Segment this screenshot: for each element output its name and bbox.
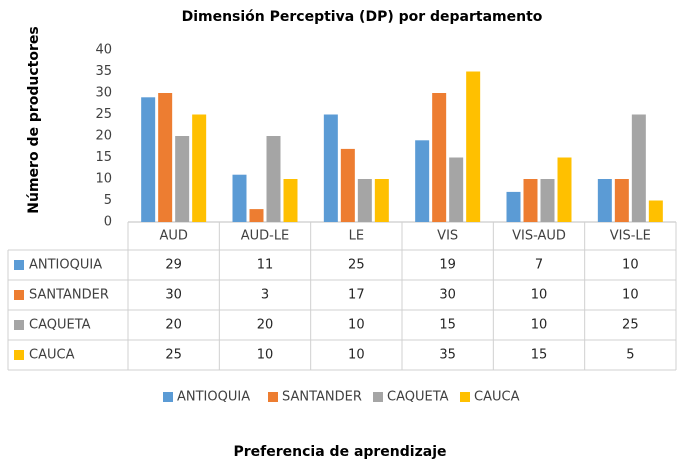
table-header: AUD <box>159 229 187 244</box>
bar <box>540 179 555 222</box>
table-legend-key <box>14 260 24 270</box>
bar <box>192 114 207 222</box>
table-row-label: ANTIOQUIA <box>29 258 102 273</box>
bar <box>597 179 612 222</box>
table-cell: 25 <box>165 348 182 363</box>
table-cell: 10 <box>348 348 365 363</box>
table-header: VIS-LE <box>610 229 651 244</box>
table-legend-key <box>14 290 24 300</box>
table-cell: 15 <box>531 348 548 363</box>
table-legend-key <box>14 320 24 330</box>
table-cell: 10 <box>348 318 365 333</box>
table-header: VIS <box>437 229 458 244</box>
bar <box>357 179 372 222</box>
bar <box>557 157 572 222</box>
bar <box>466 71 481 222</box>
bar <box>141 97 156 222</box>
table-header: AUD-LE <box>241 229 290 244</box>
table-cell: 11 <box>257 258 274 273</box>
table-header: VIS-AUD <box>512 229 566 244</box>
table-cell: 10 <box>531 288 548 303</box>
bar <box>283 179 298 222</box>
table-cell: 25 <box>622 318 639 333</box>
bar <box>158 93 173 222</box>
table-cell: 5 <box>626 348 634 363</box>
table-row-label: CAUCA <box>29 348 75 363</box>
bar <box>648 200 663 222</box>
bar <box>374 179 389 222</box>
bar <box>175 136 190 222</box>
legend-key <box>268 392 278 402</box>
y-tick-label: 30 <box>95 86 112 101</box>
table-cell: 20 <box>165 318 182 333</box>
chart-title: Dimensión Perceptiva (DP) por departamen… <box>182 9 543 25</box>
table-cell: 30 <box>439 288 456 303</box>
y-tick-label: 25 <box>95 107 112 122</box>
y-tick-label: 15 <box>95 150 112 165</box>
bar <box>323 114 338 222</box>
bar <box>449 157 464 222</box>
legend-key <box>373 392 383 402</box>
y-tick-label: 0 <box>104 215 112 230</box>
bar <box>415 140 430 222</box>
bar <box>340 148 355 222</box>
table-cell: 17 <box>348 288 365 303</box>
table-cell: 35 <box>439 348 456 363</box>
table-row-label: CAQUETA <box>29 318 91 333</box>
table-header: LE <box>349 229 364 244</box>
table-cell: 10 <box>622 288 639 303</box>
legend-label: CAUCA <box>474 390 520 405</box>
table-cell: 29 <box>165 258 182 273</box>
y-tick-label: 10 <box>95 172 112 187</box>
table-cell: 3 <box>261 288 269 303</box>
table-cell: 15 <box>439 318 456 333</box>
y-axis-title: Número de productores <box>26 26 42 213</box>
legend-label: CAQUETA <box>387 390 449 405</box>
legend-label: SANTANDER <box>282 390 362 405</box>
legend-label: ANTIOQUIA <box>177 390 250 405</box>
table-row-label: SANTANDER <box>29 288 109 303</box>
y-tick-label: 35 <box>95 64 112 79</box>
bar <box>506 191 521 222</box>
y-tick-label: 40 <box>95 43 112 58</box>
legend-key <box>460 392 470 402</box>
bar <box>232 174 247 222</box>
bar <box>432 93 447 222</box>
legend-key <box>163 392 173 402</box>
bar <box>614 179 629 222</box>
table-cell: 10 <box>257 348 274 363</box>
bar <box>631 114 646 222</box>
table-cell: 30 <box>165 288 182 303</box>
y-tick-label: 5 <box>104 193 112 208</box>
y-tick-label: 20 <box>95 129 112 144</box>
table-legend-key <box>14 350 24 360</box>
bar <box>523 179 538 222</box>
table-cell: 10 <box>531 318 548 333</box>
bar <box>266 136 281 222</box>
x-axis-title: Preferencia de aprendizaje <box>234 444 447 460</box>
bar <box>249 209 264 222</box>
table-cell: 7 <box>535 258 543 273</box>
table-cell: 20 <box>257 318 274 333</box>
table-cell: 19 <box>439 258 456 273</box>
table-cell: 10 <box>622 258 639 273</box>
table-cell: 25 <box>348 258 365 273</box>
